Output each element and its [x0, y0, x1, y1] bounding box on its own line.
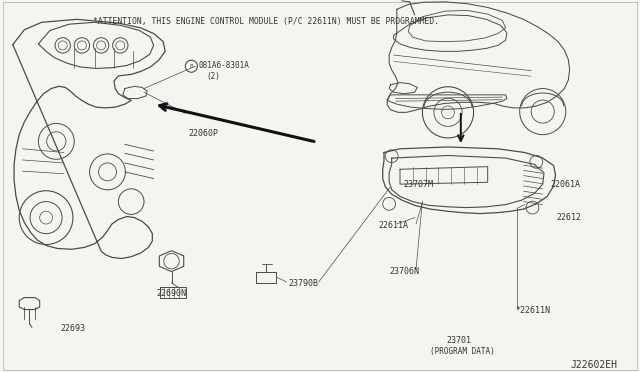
Text: J22602EH: J22602EH [571, 360, 618, 369]
Text: (2): (2) [206, 72, 220, 81]
Text: 22060P: 22060P [189, 129, 219, 138]
Text: B: B [189, 64, 193, 69]
Text: 23706N: 23706N [389, 267, 419, 276]
Text: *ATTENTION, THIS ENGINE CONTROL MODULE (P/C 22611N) MUST BE PROGRAMMED.: *ATTENTION, THIS ENGINE CONTROL MODULE (… [93, 17, 439, 26]
Text: 22612: 22612 [557, 213, 582, 222]
Text: 22693: 22693 [61, 324, 86, 333]
Text: 22690N: 22690N [157, 289, 187, 298]
Text: 22061A: 22061A [550, 180, 580, 189]
Text: (PROGRAM DATA): (PROGRAM DATA) [430, 347, 495, 356]
Text: 23707M: 23707M [403, 180, 433, 189]
Text: *22611N: *22611N [515, 306, 550, 315]
Text: 22611A: 22611A [379, 221, 409, 230]
Text: 23701: 23701 [447, 336, 472, 345]
Circle shape [186, 60, 197, 72]
Text: 081A6-8301A: 081A6-8301A [198, 61, 249, 70]
Text: 23790B: 23790B [288, 279, 318, 288]
